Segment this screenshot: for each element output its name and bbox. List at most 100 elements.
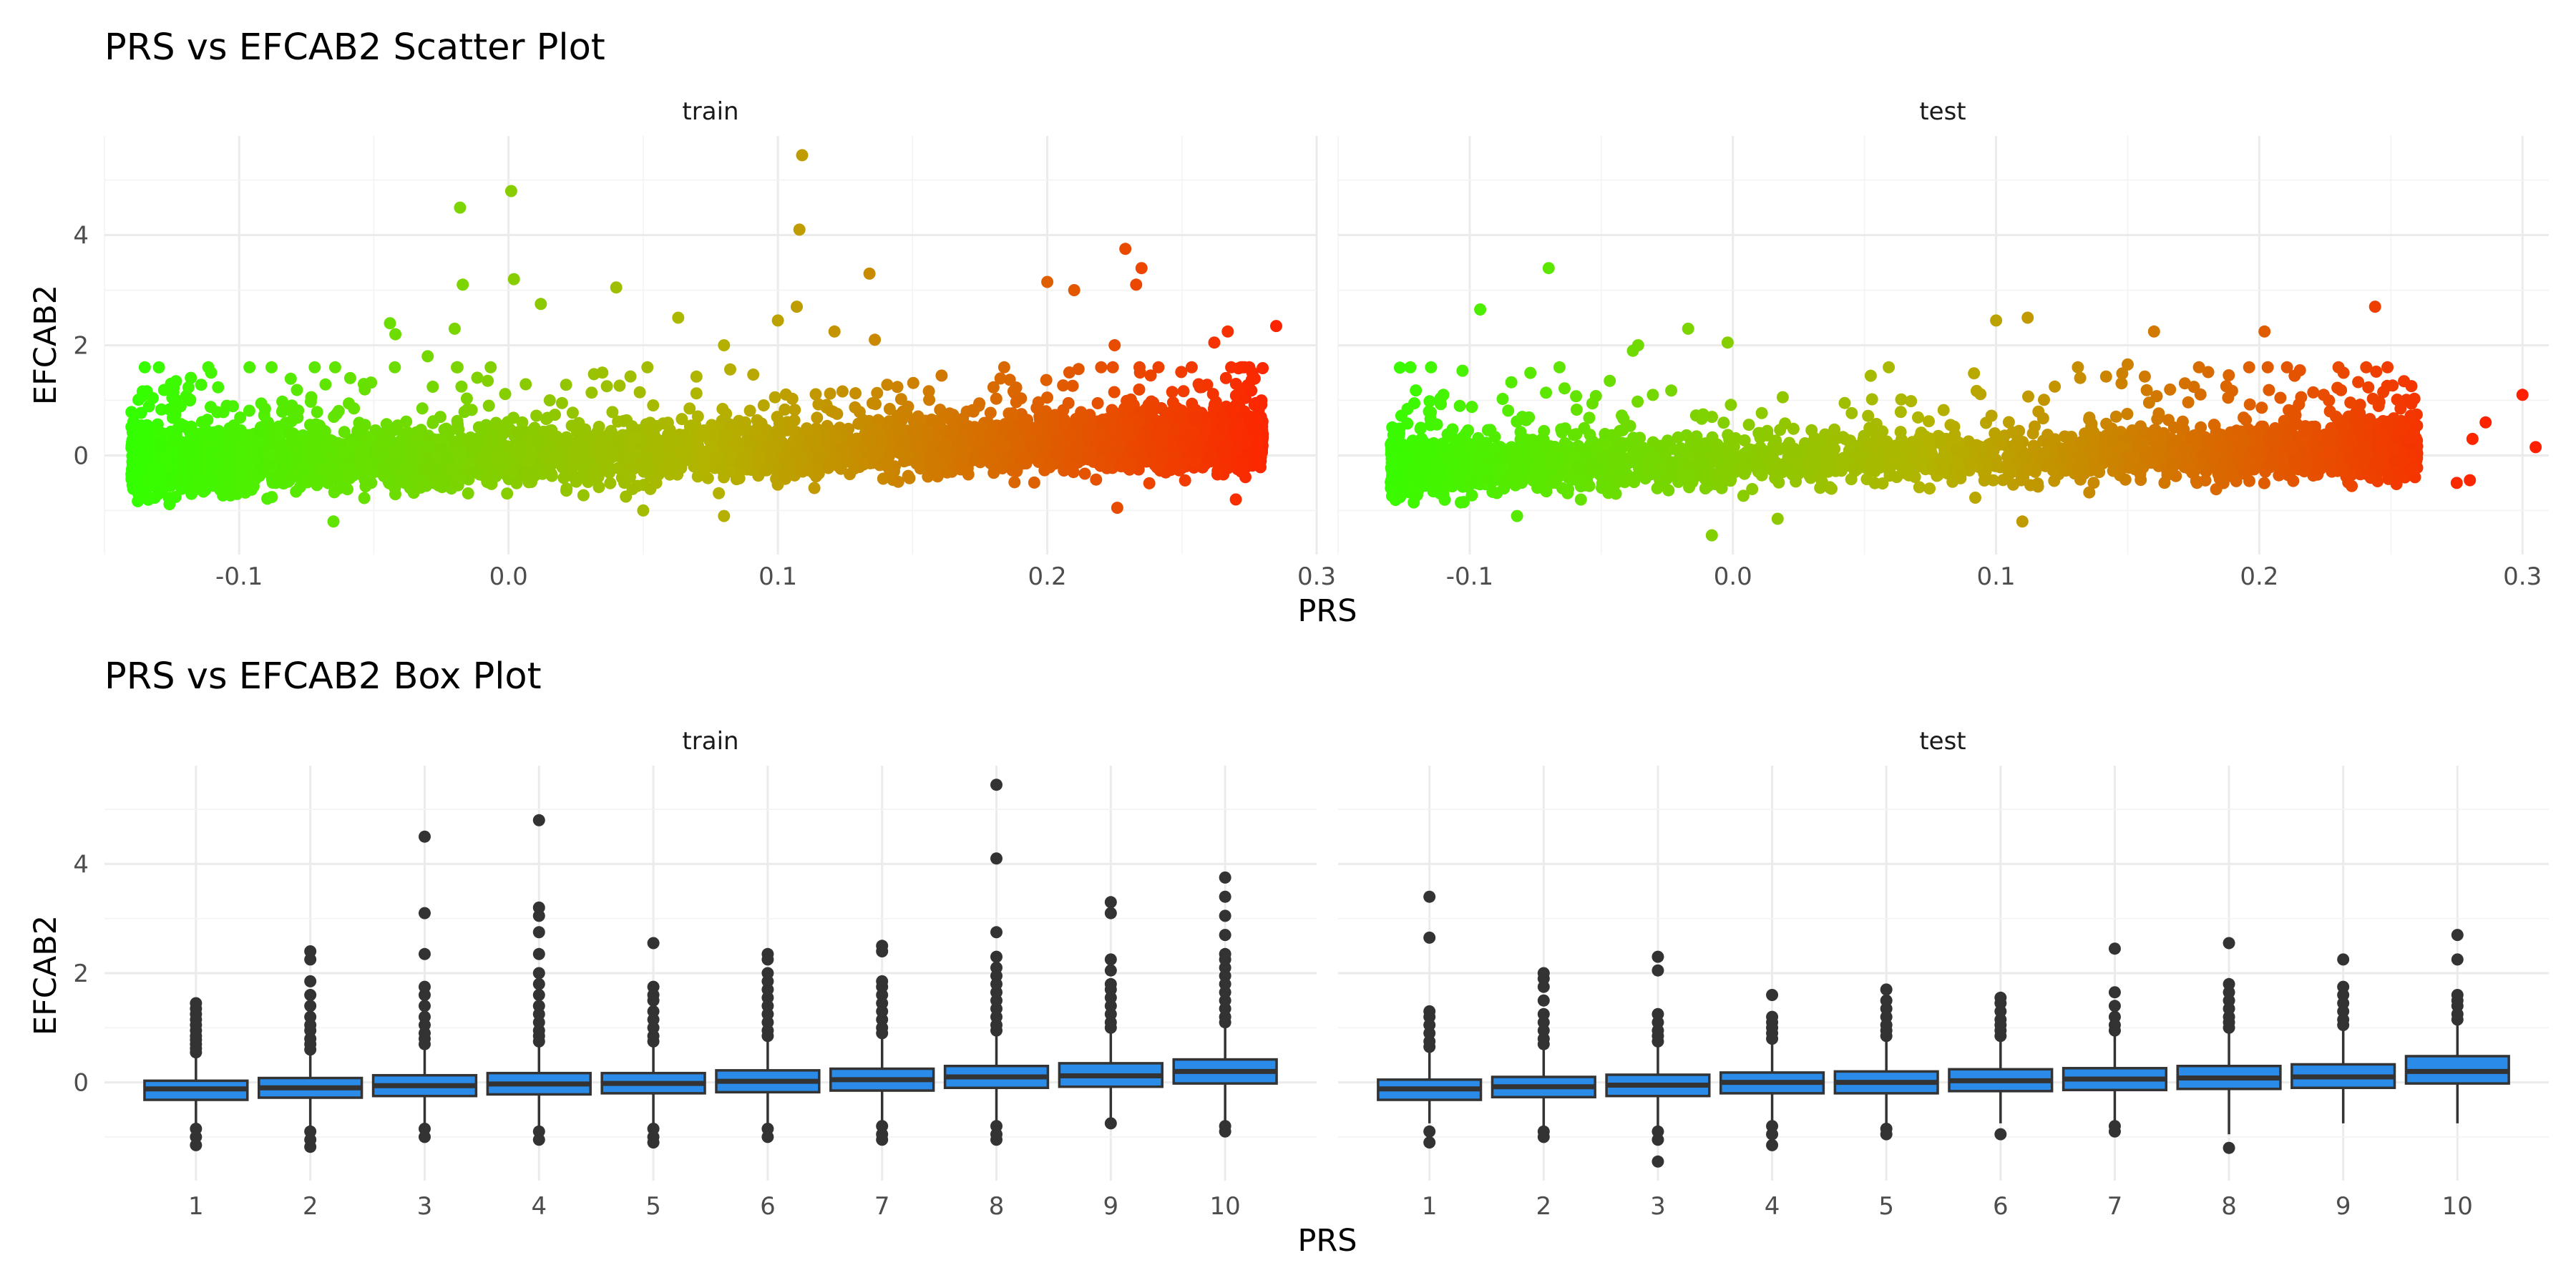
scatter-point bbox=[966, 404, 979, 416]
scatter-point bbox=[125, 406, 138, 419]
scatter-point bbox=[1144, 369, 1157, 382]
scatter-point bbox=[743, 437, 756, 450]
scatter-point bbox=[661, 416, 674, 429]
scatter-point bbox=[484, 361, 497, 374]
scatter-point bbox=[999, 455, 1012, 468]
scatter-point bbox=[641, 361, 654, 374]
scatter-point bbox=[881, 379, 894, 391]
scatter-point bbox=[891, 381, 904, 394]
scatter-point bbox=[912, 439, 924, 452]
scatter-point bbox=[507, 411, 520, 424]
scatter-point bbox=[1067, 466, 1080, 479]
scatter-point bbox=[331, 407, 343, 420]
scatter-point bbox=[1005, 409, 1018, 421]
scatter-point bbox=[784, 465, 797, 478]
scatter-point bbox=[984, 406, 997, 419]
scatter-point bbox=[152, 361, 165, 374]
scatter-point bbox=[678, 434, 691, 447]
scatter-point bbox=[476, 424, 488, 437]
scatter-point bbox=[723, 418, 736, 431]
scatter-point bbox=[540, 413, 552, 425]
scatter-point bbox=[806, 433, 819, 446]
scatter-point bbox=[600, 380, 613, 393]
scatter-point bbox=[706, 439, 718, 452]
scatter-point bbox=[560, 379, 572, 391]
scatter-point bbox=[1257, 362, 1269, 374]
scatter-point bbox=[522, 455, 535, 468]
scatter-point bbox=[1033, 456, 1045, 468]
scatter-point bbox=[1058, 414, 1070, 427]
scatter-point bbox=[903, 472, 916, 484]
scatter-point bbox=[813, 452, 826, 465]
scatter-point bbox=[866, 397, 879, 409]
scatter-point bbox=[217, 489, 230, 502]
scatter-point bbox=[560, 482, 573, 495]
scatter-y-tick-label: 4 bbox=[73, 222, 89, 250]
scatter-point bbox=[401, 426, 414, 439]
scatter-point bbox=[248, 452, 261, 465]
scatter-point bbox=[623, 452, 635, 465]
scatter-y-tick-label: 0 bbox=[73, 441, 89, 470]
scatter-strip-test: test bbox=[1919, 97, 1966, 126]
scatter-point bbox=[809, 388, 822, 401]
scatter-point bbox=[1091, 397, 1104, 409]
scatter-point bbox=[135, 406, 147, 419]
scatter-point bbox=[972, 422, 985, 435]
scatter-strip-train: train bbox=[682, 97, 738, 126]
scatter-point bbox=[1219, 458, 1231, 471]
scatter-point bbox=[577, 442, 590, 455]
scatter-point bbox=[923, 394, 936, 406]
scatter-point bbox=[1229, 378, 1242, 390]
scatter-point bbox=[1209, 396, 1222, 409]
scatter-point bbox=[592, 421, 605, 433]
scatter-point bbox=[724, 363, 736, 376]
scatter-point bbox=[460, 392, 473, 405]
scatter-point bbox=[849, 387, 862, 400]
scatter-point bbox=[212, 381, 225, 394]
scatter-point bbox=[140, 419, 153, 431]
scatter-point bbox=[801, 422, 813, 435]
scatter-point bbox=[779, 403, 791, 416]
scatter-point bbox=[169, 432, 182, 445]
scatter-point bbox=[898, 434, 910, 447]
scatter-point bbox=[1177, 385, 1190, 398]
scatter-point bbox=[1192, 378, 1205, 391]
scatter-chart: PRS vs EFCAB2 Scatter Plot train test -0… bbox=[28, 26, 2549, 629]
scatter-point bbox=[426, 416, 439, 429]
scatter-point bbox=[1066, 379, 1079, 392]
scatter-point bbox=[994, 372, 1007, 385]
scatter-point bbox=[871, 386, 884, 399]
scatter-point bbox=[436, 481, 449, 494]
scatter-point bbox=[333, 482, 346, 494]
scatter-point bbox=[974, 436, 987, 449]
scatter-point bbox=[1203, 451, 1216, 464]
scatter-point bbox=[1121, 394, 1133, 407]
scatter-point bbox=[824, 387, 836, 400]
scatter-point bbox=[471, 371, 484, 384]
scatter-point bbox=[389, 488, 401, 501]
scatter-point bbox=[747, 369, 760, 381]
scatter-point bbox=[566, 406, 579, 419]
scatter-point bbox=[1027, 441, 1040, 454]
scatter-title: PRS vs EFCAB2 Scatter Plot bbox=[104, 26, 605, 69]
scatter-point bbox=[380, 418, 393, 431]
scatter-point bbox=[990, 392, 1002, 405]
scatter-point bbox=[1008, 476, 1021, 489]
scatter-point bbox=[725, 450, 738, 463]
scatter-point bbox=[338, 426, 351, 439]
scatter-point bbox=[530, 409, 543, 422]
scatter-point bbox=[1003, 374, 1016, 386]
scatter-point bbox=[836, 385, 849, 398]
scatter-point bbox=[647, 399, 660, 411]
scatter-point bbox=[962, 468, 975, 481]
scatter-point bbox=[1239, 471, 1252, 484]
scatter-point bbox=[550, 430, 563, 443]
scatter-point bbox=[1010, 465, 1023, 477]
scatter-point bbox=[624, 471, 636, 484]
scatter-point bbox=[683, 402, 696, 415]
scatter-point bbox=[926, 414, 939, 426]
scatter-point bbox=[812, 398, 825, 411]
scatter-point bbox=[1072, 363, 1085, 376]
scatter-point bbox=[812, 467, 825, 480]
